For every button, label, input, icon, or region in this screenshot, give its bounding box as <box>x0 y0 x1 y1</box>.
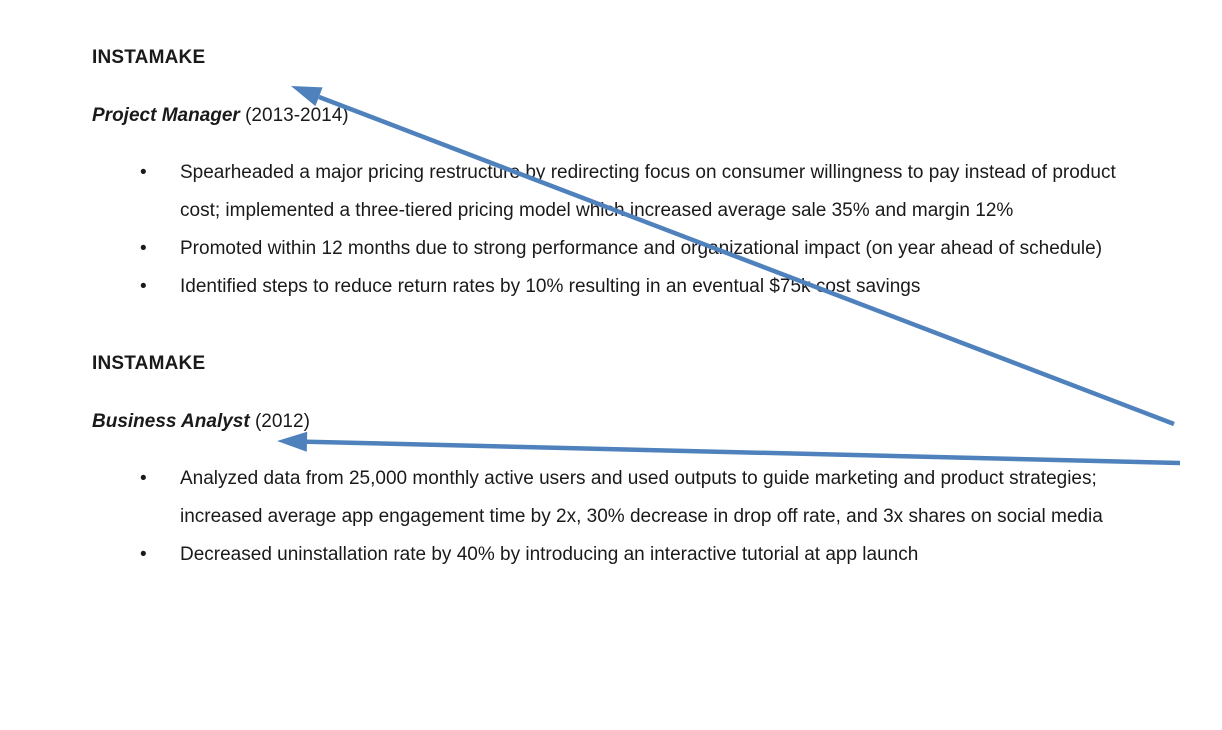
role-title: Project Manager <box>92 105 240 126</box>
role-line: Project Manager (2013-2014) <box>92 104 1222 128</box>
bullet-item: Decreased uninstallation rate by 40% by … <box>140 536 1132 574</box>
bullet-item: Analyzed data from 25,000 monthly active… <box>140 460 1132 536</box>
role-dates: (2012) <box>254 411 310 432</box>
company-name: INSTAMAKE <box>92 47 206 68</box>
role-dates: (2013-2014) <box>245 105 349 126</box>
role-title: Business Analyst <box>92 411 250 432</box>
bullet-item: Spearheaded a major pricing restructure … <box>140 154 1132 230</box>
bullet-item: Promoted within 12 months due to strong … <box>140 230 1132 268</box>
job-section-project-manager: INSTAMAKE Project Manager (2013-2014) Sp… <box>92 46 1222 306</box>
bullet-list: Spearheaded a major pricing restructure … <box>92 154 1222 306</box>
role-line: Business Analyst (2012) <box>92 410 1222 434</box>
company-name: INSTAMAKE <box>92 353 206 374</box>
job-section-business-analyst: INSTAMAKE Business Analyst (2012) Analyz… <box>92 352 1222 574</box>
bullet-list: Analyzed data from 25,000 monthly active… <box>92 460 1222 574</box>
bullet-item: Identified steps to reduce return rates … <box>140 268 1132 306</box>
